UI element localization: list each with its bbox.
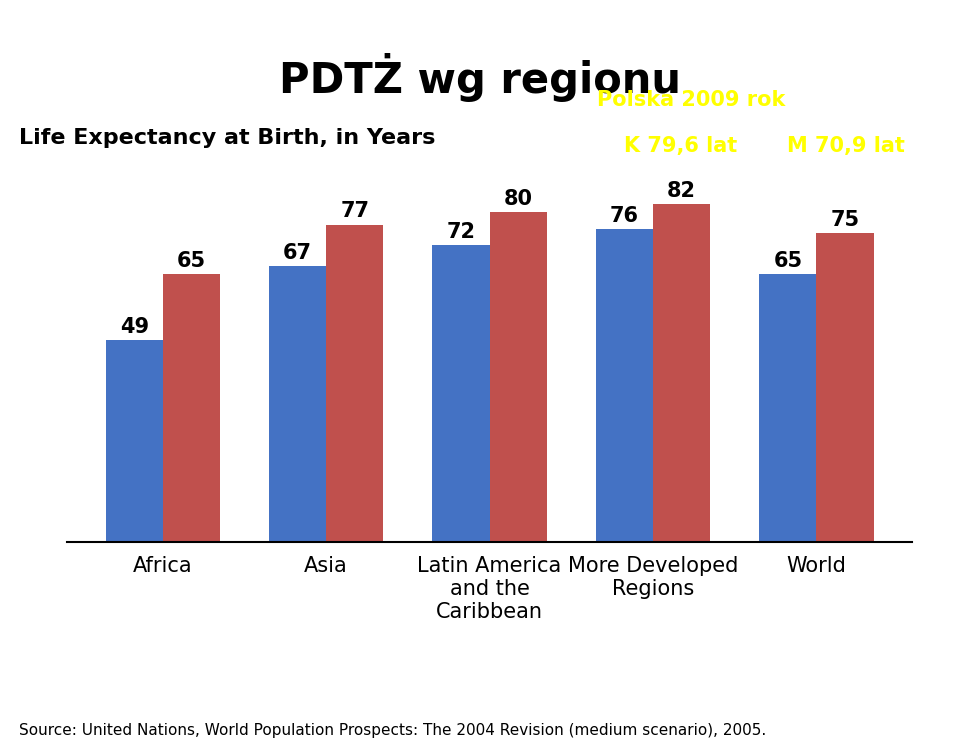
Text: 72: 72	[446, 222, 475, 242]
Text: 77: 77	[340, 202, 370, 221]
Bar	[326, 225, 383, 542]
Text: 76: 76	[610, 206, 639, 226]
Bar	[106, 340, 163, 542]
Text: Polska 2009 rok: Polska 2009 rok	[597, 90, 785, 111]
Bar	[490, 212, 547, 542]
Text: 82: 82	[667, 181, 696, 201]
Text: PDTŻ wg regionu: PDTŻ wg regionu	[279, 53, 681, 102]
Bar	[816, 233, 874, 542]
Text: K 79,6 lat: K 79,6 lat	[624, 136, 737, 156]
Text: 65: 65	[177, 251, 206, 271]
Text: 75: 75	[830, 210, 859, 230]
Text: 65: 65	[773, 251, 803, 271]
Text: Life Expectancy at Birth, in Years: Life Expectancy at Birth, in Years	[19, 128, 436, 148]
Bar	[653, 204, 710, 542]
Bar	[759, 274, 816, 542]
Bar	[163, 274, 220, 542]
Text: 80: 80	[504, 189, 533, 209]
Text: Source: United Nations, World Population Prospects: The 2004 Revision (medium sc: Source: United Nations, World Population…	[19, 723, 766, 738]
Text: 67: 67	[283, 242, 312, 263]
Bar	[432, 245, 490, 542]
Text: M 70,9 lat: M 70,9 lat	[787, 136, 905, 156]
Text: 49: 49	[120, 317, 149, 337]
Bar	[596, 229, 653, 542]
Bar	[269, 266, 326, 542]
